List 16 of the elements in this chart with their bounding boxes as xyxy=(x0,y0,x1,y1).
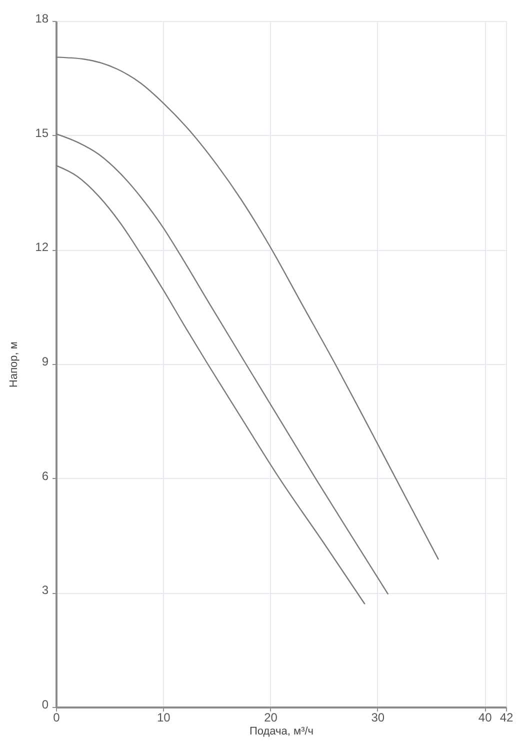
x-tick-label: 42 xyxy=(500,710,514,724)
x-axis-title: Подача, м³/ч xyxy=(249,726,314,738)
y-axis-title: Напор, м xyxy=(8,342,20,388)
x-tick-label: 0 xyxy=(53,710,60,724)
x-tick-label: 40 xyxy=(478,710,492,724)
y-tick-label: 0 xyxy=(42,698,49,712)
y-tick-label: 18 xyxy=(35,12,49,26)
y-tick-label: 6 xyxy=(42,468,49,483)
x-tick-label: 20 xyxy=(264,710,278,724)
y-tick-label: 15 xyxy=(35,126,49,140)
x-tick-label: 30 xyxy=(371,710,385,724)
y-tick-label: 3 xyxy=(42,583,49,598)
line-series xyxy=(56,56,439,560)
x-tick-label: 10 xyxy=(156,710,171,724)
y-tick-label: 9 xyxy=(42,354,49,368)
y-tick-label: 12 xyxy=(35,240,49,254)
